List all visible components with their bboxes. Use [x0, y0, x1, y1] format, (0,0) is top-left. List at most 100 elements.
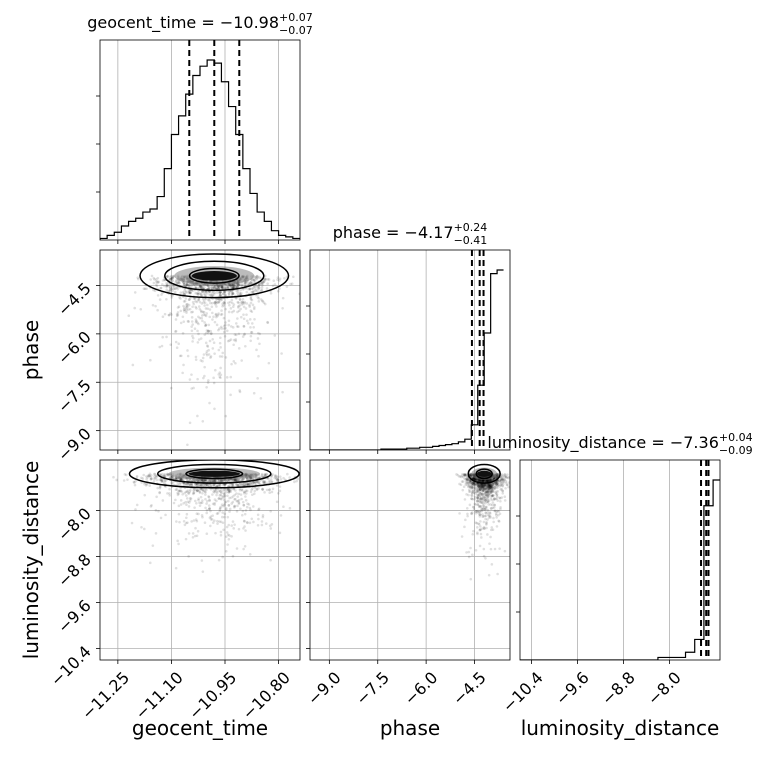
sample-point	[220, 503, 224, 507]
sample-point	[242, 547, 245, 551]
y-axis-label-luminosity-distance: luminosity_distance	[19, 461, 43, 660]
sample-point	[252, 278, 256, 282]
sample-point	[190, 479, 194, 483]
sample-point	[231, 305, 235, 309]
sample-point	[480, 486, 484, 489]
sample-point	[181, 290, 185, 294]
sample-point	[500, 478, 503, 482]
sample-point	[217, 497, 221, 501]
sample-point	[199, 501, 203, 505]
sample-point	[240, 291, 243, 295]
sample-point	[470, 484, 474, 488]
x-tick-label: −6.0	[401, 668, 442, 709]
sample-point	[490, 489, 493, 493]
sample-point	[468, 485, 471, 488]
sample-point	[174, 318, 178, 321]
sample-point	[483, 483, 486, 487]
sample-point	[214, 312, 218, 316]
sample-point	[486, 493, 490, 497]
sample-point	[478, 485, 481, 489]
sample-point	[210, 285, 213, 289]
sample-point	[210, 305, 214, 309]
sample-point	[169, 285, 172, 289]
sample-point	[260, 473, 264, 477]
sample-point	[186, 482, 189, 486]
sample-point	[477, 487, 481, 490]
sample-point	[238, 298, 242, 302]
sample-point	[499, 481, 503, 485]
sample-point	[171, 279, 175, 282]
sample-point	[196, 291, 200, 295]
sample-point	[186, 479, 189, 482]
sample-point	[266, 282, 269, 285]
sample-point	[205, 312, 209, 315]
sample-point	[476, 526, 479, 529]
sample-point	[252, 325, 255, 329]
sample-point	[279, 514, 283, 517]
sample-point	[185, 291, 188, 294]
sample-point	[133, 306, 137, 310]
sample-point	[223, 483, 227, 486]
sample-point	[484, 514, 488, 518]
sample-point	[290, 282, 294, 286]
sample-point	[178, 296, 181, 299]
sample-point	[207, 298, 210, 302]
sample-point	[249, 477, 253, 480]
sample-point	[166, 492, 169, 495]
sample-point	[223, 512, 227, 516]
sample-point	[200, 285, 203, 289]
sample-point	[237, 283, 241, 287]
sample-point	[480, 497, 483, 501]
sample-point	[229, 393, 232, 397]
sample-point	[165, 283, 169, 287]
sample-point	[466, 512, 469, 516]
sample-point	[223, 334, 227, 338]
sample-point	[222, 292, 225, 296]
sample-point	[197, 305, 201, 308]
sample-point	[482, 496, 485, 500]
scatter-luminosity-distance-vs-phase-frame	[309, 459, 511, 661]
sample-point	[494, 480, 497, 484]
sample-point	[263, 472, 267, 476]
sample-point	[481, 489, 485, 492]
sample-point	[218, 494, 222, 497]
sample-point	[222, 492, 226, 495]
sample-point	[493, 486, 497, 489]
sample-point	[466, 483, 469, 487]
sample-point	[179, 309, 183, 313]
sample-point	[235, 296, 238, 300]
sample-point	[484, 517, 487, 521]
sample-point	[482, 484, 485, 488]
sample-point	[200, 479, 203, 483]
sample-point	[218, 355, 222, 358]
sample-point	[219, 520, 223, 524]
hist-phase-step	[310, 269, 504, 450]
sample-point	[470, 487, 473, 490]
sample-point	[194, 488, 198, 491]
sample-point	[471, 497, 474, 501]
sample-point	[258, 475, 262, 478]
sample-point	[191, 478, 194, 482]
sample-point	[249, 296, 252, 300]
sample-point	[484, 511, 488, 514]
sample-point	[471, 485, 475, 489]
sample-point	[282, 505, 285, 509]
sample-point	[242, 491, 246, 495]
sample-point	[486, 479, 490, 483]
sample-point	[486, 486, 489, 490]
sample-point	[293, 480, 296, 484]
sample-point	[479, 479, 482, 483]
sample-point	[165, 285, 168, 289]
sample-point	[241, 513, 244, 517]
sample-point	[186, 302, 189, 306]
sample-point	[171, 275, 175, 278]
sample-point	[254, 289, 258, 292]
sample-point	[204, 307, 208, 310]
sample-point	[218, 506, 222, 510]
sample-point	[260, 286, 264, 289]
sample-point	[166, 472, 170, 476]
sample-point	[501, 478, 504, 481]
sample-point	[489, 484, 493, 488]
sample-point	[253, 285, 257, 289]
sample-point	[507, 481, 510, 484]
